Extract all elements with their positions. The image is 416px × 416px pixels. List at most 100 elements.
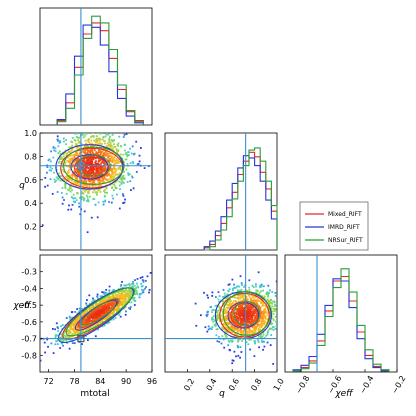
sample-point [122, 175, 125, 177]
hist-mtotal-imrd_rift [56, 24, 144, 125]
sample-point [146, 275, 149, 278]
sample-point [62, 137, 65, 140]
sample-point [85, 318, 88, 321]
sample-point [76, 332, 79, 334]
sample-point [140, 147, 142, 149]
sample-point [249, 322, 252, 325]
sample-point [234, 326, 237, 329]
sample-point [86, 319, 89, 322]
sample-point [249, 299, 252, 302]
sample-point [218, 295, 221, 297]
contour-nrsur_rift [65, 287, 135, 337]
sample-point [251, 296, 254, 299]
sample-point [86, 176, 89, 178]
sample-point [60, 153, 62, 155]
sample-point [105, 308, 108, 311]
sample-point [74, 324, 77, 327]
sample-point [266, 321, 268, 324]
sample-point [263, 323, 266, 326]
sample-point [52, 146, 55, 149]
sample-point [262, 319, 265, 321]
sample-point [132, 187, 135, 190]
sample-point [239, 322, 242, 325]
sample-point [217, 291, 220, 293]
sample-point [99, 175, 102, 177]
sample-point [91, 184, 93, 186]
sample-point [225, 297, 227, 300]
sample-point [79, 330, 82, 333]
sample-point [257, 324, 259, 326]
sample-point [78, 315, 81, 318]
sample-point [245, 316, 248, 319]
sample-point [93, 311, 96, 314]
sample-point [248, 296, 251, 299]
sample-point [236, 294, 239, 297]
sample-point [116, 296, 119, 299]
sample-point [69, 168, 72, 171]
sample-point [87, 130, 89, 132]
sample-point [90, 148, 92, 150]
sample-point [89, 174, 92, 176]
sample-point [105, 306, 108, 309]
sample-point [109, 176, 112, 179]
sample-point [121, 180, 124, 183]
sample-point [57, 330, 60, 332]
sample-point [89, 161, 91, 164]
sample-point [237, 354, 240, 357]
sample-point [85, 133, 88, 135]
sample-point [96, 216, 99, 219]
sample-point [78, 172, 81, 175]
sample-point [93, 326, 95, 328]
sample-point [121, 306, 124, 308]
sample-point [266, 311, 269, 314]
sample-point [262, 314, 265, 317]
sample-point [108, 178, 110, 181]
sample-point [120, 297, 123, 300]
sample-point [61, 187, 64, 189]
sample-point [122, 303, 125, 306]
sample-point [89, 155, 91, 158]
sample-point [106, 150, 108, 153]
sample-point [102, 200, 105, 203]
sample-point [58, 141, 61, 144]
sample-point [94, 315, 96, 317]
sample-point [84, 310, 87, 313]
sample-point [69, 160, 72, 163]
sample-point [129, 296, 131, 299]
sample-point [258, 335, 260, 337]
tick-label-q-y: 0.4 [24, 199, 37, 208]
sample-point [62, 344, 64, 347]
sample-point [124, 291, 126, 293]
sample-point [78, 136, 80, 139]
sample-point [98, 139, 101, 142]
sample-point [211, 326, 214, 328]
sample-point [71, 329, 74, 332]
sample-point [243, 298, 246, 301]
sample-point [103, 300, 106, 303]
sample-point [78, 161, 81, 163]
sample-point [86, 299, 88, 301]
sample-point [59, 140, 61, 142]
sample-point [129, 284, 131, 287]
sample-point [116, 309, 119, 312]
sample-point [74, 197, 77, 199]
sample-point [248, 289, 251, 291]
sample-point [91, 316, 94, 319]
sample-point [138, 296, 141, 299]
sample-point [235, 301, 238, 304]
sample-point [71, 342, 74, 344]
sample-point [93, 148, 96, 150]
sample-point [253, 324, 256, 327]
sample-point [73, 155, 76, 158]
sample-point [237, 340, 239, 343]
sample-point [65, 327, 68, 329]
sample-point [66, 334, 69, 337]
sample-point [91, 150, 94, 152]
sample-point [91, 319, 93, 322]
sample-point [136, 278, 139, 280]
sample-point [230, 327, 233, 329]
sample-point [57, 327, 59, 330]
sample-point [264, 309, 266, 312]
sample-point [99, 306, 101, 309]
sample-point [99, 150, 101, 153]
